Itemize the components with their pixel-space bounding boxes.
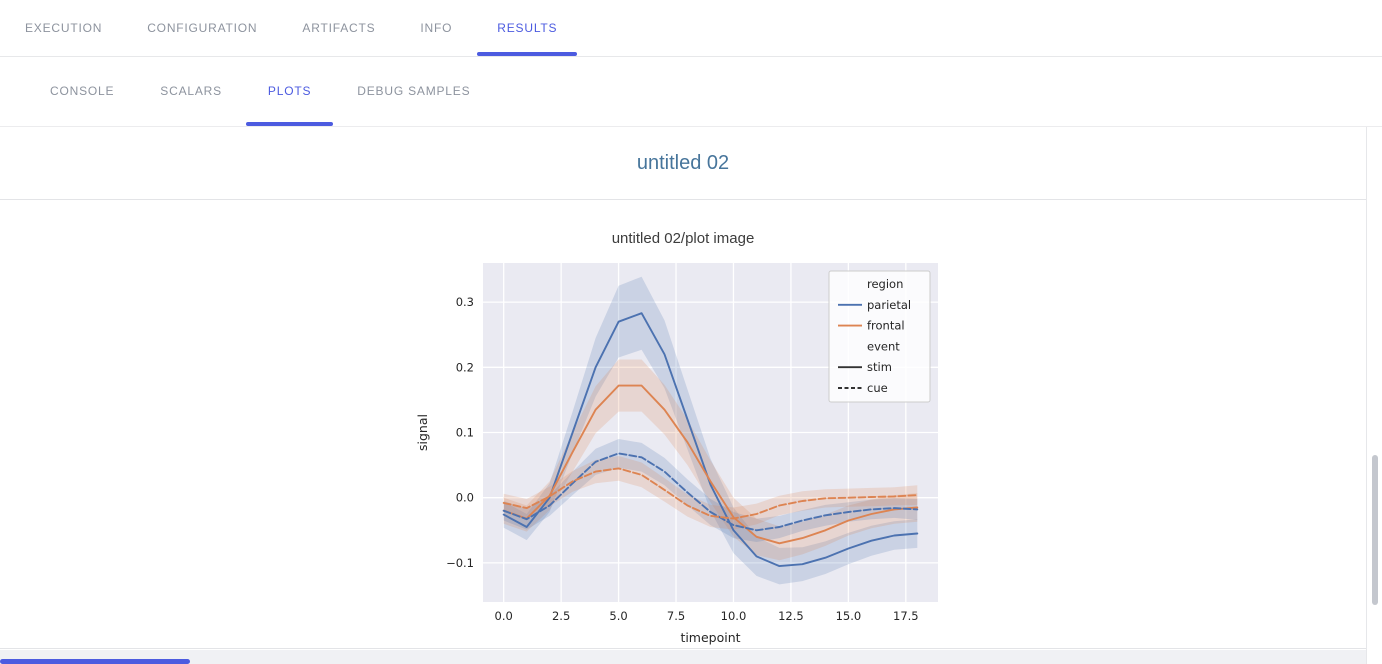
tab-debug-samples[interactable]: DEBUG SAMPLES: [357, 84, 471, 98]
primary-tab-bar: EXECUTION CONFIGURATION ARTIFACTS INFO RESUL…: [0, 0, 1382, 57]
legend-label-cue: cue: [867, 381, 888, 395]
svg-text:15.0: 15.0: [836, 609, 862, 623]
results-tab-bar: CONSOLE SCALARS PLOTS DEBUG SAMPLES: [0, 57, 1382, 127]
ci-band-frontal-stim: [503, 359, 918, 561]
tab-artifacts[interactable]: ARTIFACTS: [302, 21, 376, 35]
xaxis-label: timepoint: [680, 630, 740, 645]
svg-text:0.0: 0.0: [495, 609, 513, 623]
svg-text:0.3: 0.3: [456, 295, 474, 309]
svg-text:−0.1: −0.1: [446, 556, 474, 570]
chart-legend: region parietal frontal event stim cue: [828, 270, 931, 403]
plot-figure[interactable]: 0.0 2.5 5.0 7.5 10.0 12.5 15.0 17.5 −0.1 0.0 0.1 0.…: [413, 251, 953, 648]
vertical-scrollbar[interactable]: [1366, 127, 1382, 664]
svg-text:2.5: 2.5: [552, 609, 570, 623]
svg-text:10.0: 10.0: [721, 609, 747, 623]
legend-label-region: region: [867, 277, 903, 291]
tab-configuration[interactable]: CONFIGURATION: [147, 21, 258, 35]
svg-text:17.5: 17.5: [893, 609, 919, 623]
series-line-parietal-cue: [502, 452, 919, 532]
tab-plots[interactable]: PLOTS: [245, 57, 334, 126]
svg-text:0.1: 0.1: [456, 426, 474, 440]
series-line-frontal-stim: [502, 384, 919, 545]
tab-results[interactable]: RESULTS: [477, 0, 578, 56]
legend-box: [828, 270, 931, 403]
tab-scalars[interactable]: SCALARS: [160, 84, 222, 98]
line-chart: 0.0 2.5 5.0 7.5 10.0 12.5 15.0 17.5 −0.1 0.0 0.1 0.…: [415, 263, 938, 645]
legend-label-event: event: [867, 339, 900, 353]
svg-text:5.0: 5.0: [609, 609, 627, 623]
legend-label-parietal: parietal: [867, 298, 911, 312]
tab-execution[interactable]: EXECUTION: [25, 21, 103, 35]
tick-labels: 0.0 2.5 5.0 7.5 10.0 12.5 15.0 17.5 −0.1 0.0 0.1 0.…: [446, 295, 919, 623]
series-line-frontal-cue: [502, 467, 919, 520]
horizontal-scrollbar-thumb[interactable]: [0, 659, 190, 664]
svg-text:0.0: 0.0: [456, 491, 474, 505]
vertical-scrollbar-thumb[interactable]: [1372, 455, 1378, 605]
tab-info[interactable]: INFO: [420, 21, 453, 35]
ci-band-parietal-cue: [503, 439, 918, 542]
svg-text:0.2: 0.2: [456, 360, 474, 374]
svg-text:7.5: 7.5: [667, 609, 685, 623]
ci-band-parietal-stim: [503, 276, 918, 585]
tab-console[interactable]: CONSOLE: [50, 84, 115, 98]
ci-band-frontal-cue: [503, 456, 918, 530]
metric-section-header: untitled 02: [0, 127, 1366, 199]
legend-label-stim: stim: [867, 360, 892, 374]
plot-title: untitled 02/plot image: [611, 230, 755, 247]
series-line-parietal-stim: [502, 312, 919, 568]
svg-text:12.5: 12.5: [778, 609, 804, 623]
metric-section-title: untitled 02: [636, 151, 730, 174]
plot-card: untitled 02/plot image 0.0 2.5 5.0 7.5 10.0 1…: [0, 199, 1366, 649]
legend-label-frontal: frontal: [867, 319, 905, 333]
bottom-strip: [0, 650, 1366, 664]
yaxis-label: signal: [415, 414, 430, 451]
